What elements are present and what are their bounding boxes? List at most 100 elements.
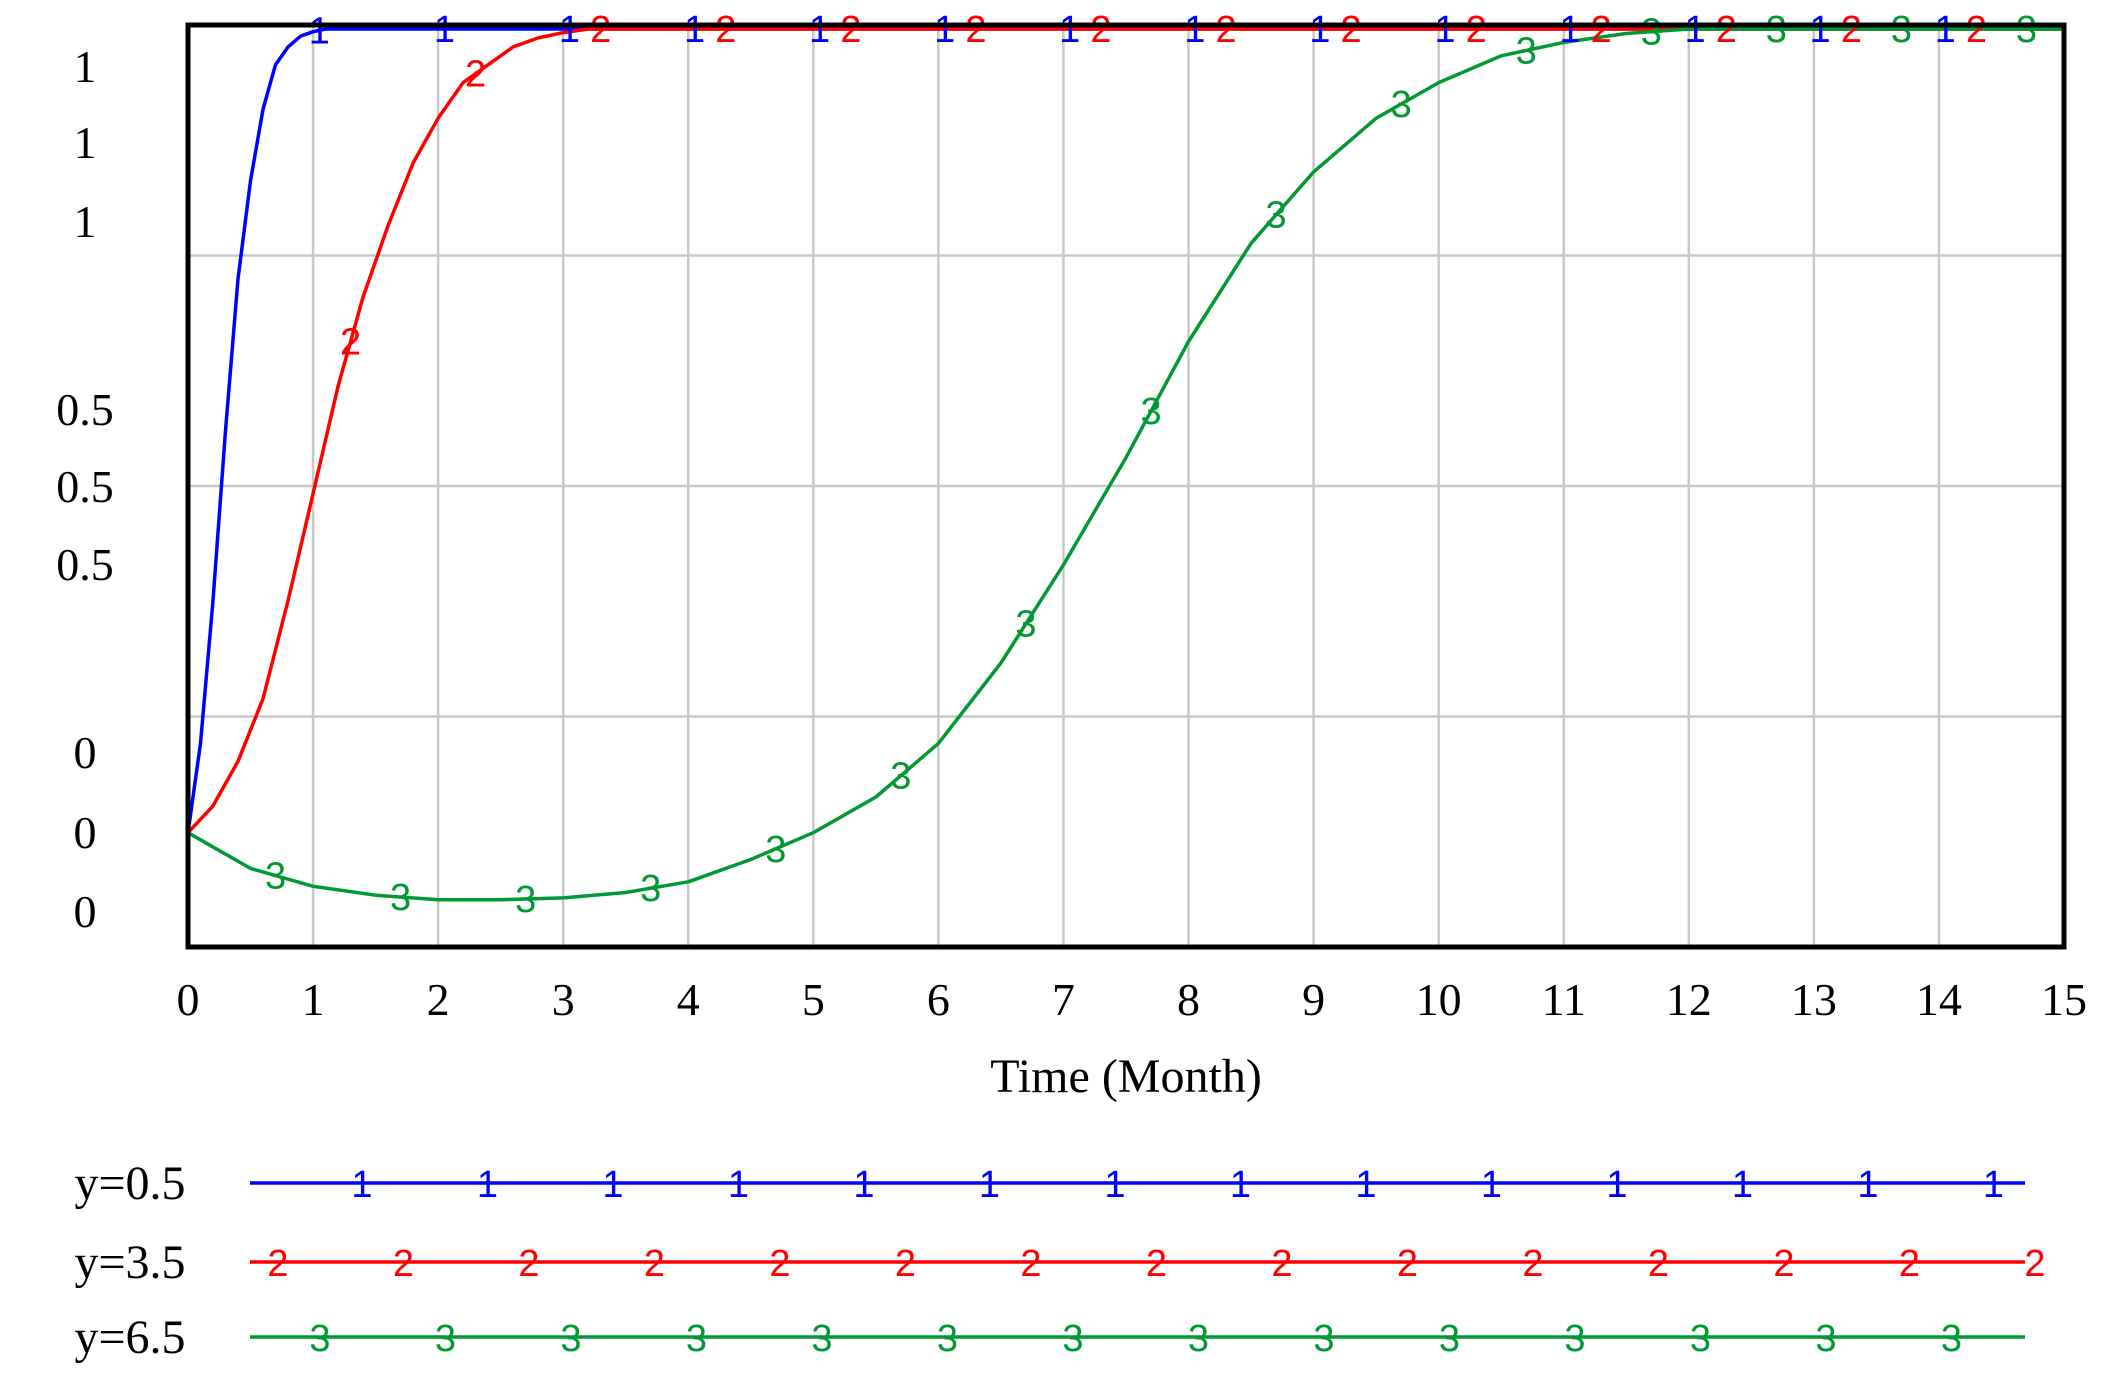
y-axis-ticks: 1 1 1 0.5 0.5 0.5 0 0 0 bbox=[56, 41, 114, 937]
legend-marker-2: 2 bbox=[1146, 1243, 1167, 1285]
legend-marker-3: 3 bbox=[1313, 1318, 1334, 1360]
series-marker-1: 1 bbox=[1309, 9, 1330, 51]
legend-marker-2: 2 bbox=[393, 1243, 414, 1285]
series-marker-1: 1 bbox=[1434, 9, 1455, 51]
series-marker-2: 2 bbox=[965, 9, 986, 51]
x-tick-label: 2 bbox=[427, 974, 450, 1025]
series-marker-2: 2 bbox=[340, 322, 361, 364]
series-marker-3: 3 bbox=[1015, 604, 1036, 646]
legend-marker-3: 3 bbox=[1941, 1318, 1962, 1360]
legend-marker-1: 1 bbox=[602, 1164, 623, 1206]
y-tick-label: 1 bbox=[74, 196, 97, 247]
legend-marker-2: 2 bbox=[1397, 1243, 1418, 1285]
series-marker-3: 3 bbox=[515, 879, 536, 921]
x-axis-label: Time (Month) bbox=[990, 1050, 1262, 1103]
legend-marker-1: 1 bbox=[1355, 1164, 1376, 1206]
legend-marker-3: 3 bbox=[1564, 1318, 1585, 1360]
legend-marker-3: 3 bbox=[435, 1318, 456, 1360]
x-tick-label: 3 bbox=[552, 974, 575, 1025]
legend-marker-1: 1 bbox=[728, 1164, 749, 1206]
series-marker-2: 2 bbox=[1215, 9, 1236, 51]
series-marker-3: 3 bbox=[765, 829, 786, 871]
legend-marker-2: 2 bbox=[2024, 1243, 2045, 1285]
series-line-1 bbox=[186, 27, 2064, 833]
series-marker-2: 2 bbox=[590, 9, 611, 51]
series-marker-1: 1 bbox=[559, 9, 580, 51]
series-marker-1: 1 bbox=[684, 9, 705, 51]
series-marker-3: 3 bbox=[1641, 12, 1662, 54]
series-marker-3: 3 bbox=[890, 756, 911, 798]
x-tick-label: 9 bbox=[1302, 974, 1325, 1025]
series-marker-2: 2 bbox=[1090, 9, 1111, 51]
legend-marker-2: 2 bbox=[1773, 1243, 1794, 1285]
legend-marker-3: 3 bbox=[1188, 1318, 1209, 1360]
legend-label: y=6.5 bbox=[74, 1311, 185, 1364]
series-marker-3: 3 bbox=[265, 856, 286, 898]
legend-marker-1: 1 bbox=[979, 1164, 1000, 1206]
legend-label: y=0.5 bbox=[74, 1157, 185, 1210]
series-marker-2: 2 bbox=[1341, 9, 1362, 51]
y-tick-label: 1 bbox=[74, 117, 97, 168]
legend-marker-2: 2 bbox=[1020, 1243, 1041, 1285]
series-marker-1: 1 bbox=[809, 9, 830, 51]
y-tick-label: 0 bbox=[74, 807, 97, 858]
legend-marker-1: 1 bbox=[1104, 1164, 1125, 1206]
legend-marker-3: 3 bbox=[1815, 1318, 1836, 1360]
x-tick-label: 7 bbox=[1052, 974, 1075, 1025]
series-marker-3: 3 bbox=[640, 868, 661, 910]
legend-label: y=3.5 bbox=[74, 1236, 185, 1289]
legend-marker-2: 2 bbox=[518, 1243, 539, 1285]
legend-marker-3: 3 bbox=[1439, 1318, 1460, 1360]
legend-marker-1: 1 bbox=[1983, 1164, 2004, 1206]
y-tick-label: 0.5 bbox=[56, 461, 114, 512]
legend-marker-2: 2 bbox=[267, 1243, 288, 1285]
legend-marker-2: 2 bbox=[1271, 1243, 1292, 1285]
x-tick-label: 5 bbox=[802, 974, 825, 1025]
legend-marker-2: 2 bbox=[895, 1243, 916, 1285]
y-tick-label: 0.5 bbox=[56, 539, 114, 590]
legend-marker-1: 1 bbox=[477, 1164, 498, 1206]
series-marker-3: 3 bbox=[2016, 9, 2037, 51]
legend-marker-3: 3 bbox=[1690, 1318, 1711, 1360]
legend-marker-3: 3 bbox=[686, 1318, 707, 1360]
series-marker-2: 2 bbox=[465, 54, 486, 96]
legend-marker-1: 1 bbox=[1857, 1164, 1878, 1206]
x-tick-label: 13 bbox=[1791, 974, 1837, 1025]
legend-marker-1: 1 bbox=[351, 1164, 372, 1206]
legend-marker-1: 1 bbox=[1732, 1164, 1753, 1206]
y-tick-label: 0.5 bbox=[56, 384, 114, 435]
series-marker-1: 1 bbox=[434, 9, 455, 51]
series-line-3 bbox=[187, 27, 2064, 902]
series-marker-1: 1 bbox=[1059, 9, 1080, 51]
series-marker-2: 2 bbox=[1591, 9, 1612, 51]
series-marker-1: 1 bbox=[309, 10, 330, 52]
series-marker-1: 1 bbox=[934, 9, 955, 51]
legend-marker-2: 2 bbox=[769, 1243, 790, 1285]
plot-frame bbox=[185, 22, 2067, 950]
legend-marker-2: 2 bbox=[644, 1243, 665, 1285]
grid bbox=[188, 25, 2064, 947]
legend-marker-2: 2 bbox=[1899, 1243, 1920, 1285]
legend-marker-3: 3 bbox=[1062, 1318, 1083, 1360]
x-tick-label: 0 bbox=[177, 974, 200, 1025]
series-marker-2: 2 bbox=[1466, 9, 1487, 51]
series-marker-3: 3 bbox=[1266, 195, 1287, 237]
x-tick-label: 8 bbox=[1177, 974, 1200, 1025]
x-tick-label: 6 bbox=[927, 974, 950, 1025]
y-tick-label: 0 bbox=[74, 886, 97, 937]
y-tick-label: 0 bbox=[74, 727, 97, 778]
series-marker-3: 3 bbox=[390, 877, 411, 919]
legend-marker-1: 1 bbox=[1606, 1164, 1627, 1206]
series-marker-3: 3 bbox=[1891, 9, 1912, 51]
legend-marker-1: 1 bbox=[853, 1164, 874, 1206]
series-marker-3: 3 bbox=[1516, 30, 1537, 72]
series-marker-1: 1 bbox=[1559, 9, 1580, 51]
series-marker-1: 1 bbox=[1184, 9, 1205, 51]
series-marker-3: 3 bbox=[1391, 84, 1412, 126]
legend-marker-3: 3 bbox=[309, 1318, 330, 1360]
series-marker-1: 1 bbox=[1810, 9, 1831, 51]
series-marker-2: 2 bbox=[1966, 9, 1987, 51]
series-marker-1: 1 bbox=[1684, 9, 1705, 51]
